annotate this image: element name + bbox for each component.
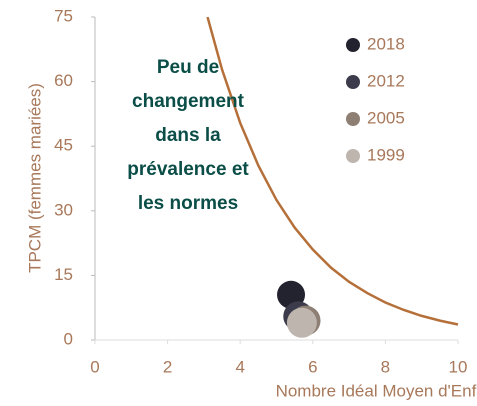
x-tick-label: 2 bbox=[163, 357, 172, 376]
legend-label: 2012 bbox=[367, 71, 405, 90]
annotation: changement bbox=[132, 91, 245, 112]
y-tick-label: 60 bbox=[54, 71, 73, 90]
legend-marker bbox=[346, 38, 360, 52]
legend-marker bbox=[346, 149, 360, 163]
x-tick-label: 4 bbox=[235, 357, 244, 376]
y-tick-label: 75 bbox=[54, 6, 73, 25]
y-axis-label: TPCM (femmes mariées) bbox=[25, 83, 44, 273]
annotation: les normes bbox=[138, 193, 238, 214]
legend-marker bbox=[346, 75, 360, 89]
annotation: dans la bbox=[155, 125, 221, 146]
annotation: prévalence et bbox=[127, 159, 249, 180]
y-tick-label: 30 bbox=[54, 200, 73, 219]
x-tick-label: 0 bbox=[90, 357, 99, 376]
curve bbox=[206, 17, 459, 326]
legend-label: 2018 bbox=[367, 34, 405, 53]
y-tick-label: 15 bbox=[54, 265, 73, 284]
y-tick-label: 45 bbox=[54, 136, 73, 155]
legend-label: 1999 bbox=[367, 145, 405, 164]
y-tick-label: 0 bbox=[64, 329, 73, 348]
x-tick-label: 6 bbox=[308, 357, 317, 376]
x-axis-label: Nombre Idéal Moyen d'Enfants bbox=[276, 381, 477, 400]
x-tick-label: 10 bbox=[449, 357, 468, 376]
annotation: Peu de bbox=[157, 57, 219, 78]
x-tick-label: 8 bbox=[381, 357, 390, 376]
legend-marker bbox=[346, 112, 360, 126]
point bbox=[286, 307, 317, 338]
legend-label: 2005 bbox=[367, 108, 405, 127]
